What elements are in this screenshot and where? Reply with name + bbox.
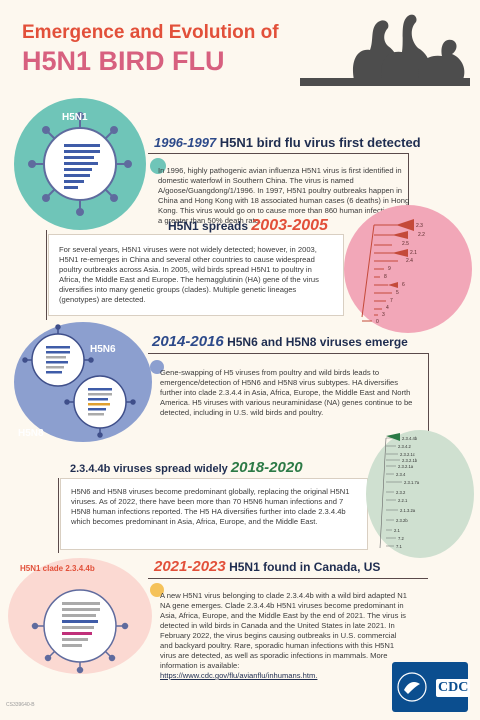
section-2018-heading: 2.3.4.4b viruses spread widely 2018-2020 — [70, 459, 303, 476]
virus-illustration-h5n1 — [14, 98, 146, 230]
tree-label: 2.5 — [402, 241, 409, 247]
section-2018-body: H5N6 and H5N8 viruses become predominant… — [71, 487, 350, 526]
hhs-eagle-icon — [397, 672, 427, 702]
tree-label: 2.4 — [406, 258, 413, 264]
section-2021-card: A new H5N1 virus belonging to clade 2.3.… — [152, 585, 416, 687]
timeline-segment — [148, 578, 428, 579]
tree-label: 8 — [384, 274, 387, 280]
document-code: CS339640-B — [6, 702, 35, 708]
phylogenetic-tree-2018: 2.3.4.4b 2.3.4.2 2.3.2.1c 2.3.2.1b 2.3.2… — [366, 430, 474, 558]
virus-illustration-clade-2344b — [8, 558, 152, 674]
virus-label-h5n1: H5N1 — [62, 112, 88, 123]
tree-label: 4 — [386, 305, 389, 311]
title-line-1: Emergence and Evolution of — [22, 22, 279, 43]
tree-label: 2.3.4.2 — [398, 444, 411, 449]
birds-base-bar — [300, 78, 470, 86]
timeline-segment — [58, 478, 59, 553]
timeline-segment — [408, 153, 409, 230]
section-2003-body: For several years, H5N1 viruses were not… — [59, 245, 319, 304]
tree-label: 0 — [376, 319, 379, 325]
tree-label: 2.2 — [418, 232, 425, 238]
title-line-2: H5N1 BIRD FLU — [22, 46, 225, 76]
cdc-logo-text: CDC — [436, 679, 471, 697]
section-1996-years: 1996-1997 — [154, 135, 217, 150]
section-2021-body: A new H5N1 virus belonging to clade 2.3.… — [160, 591, 407, 670]
section-2018-years: 2018-2020 — [230, 459, 303, 476]
tree-label: 3 — [382, 312, 385, 318]
section-2014-card: Gene-swapping of H5 viruses from poultry… — [152, 362, 424, 434]
section-2014-heading: 2014-2016 H5N6 and H5N8 viruses emerge — [152, 333, 408, 350]
timeline-segment — [46, 230, 47, 320]
tree-label: 2.3.2.1b — [402, 458, 418, 463]
virus-label-h5n8: H5N8 — [18, 428, 44, 439]
timeline-dot — [150, 583, 164, 597]
more-info-link[interactable]: https://www.cdc.gov/flu/avianflu/inhuman… — [160, 671, 318, 680]
tree-label: 2.3 — [416, 223, 423, 229]
tree-label: 2.1 — [394, 528, 400, 533]
virus-label-h5n6: H5N6 — [90, 344, 116, 355]
section-2003-card: For several years, H5N1 viruses were not… — [48, 234, 344, 316]
section-2003-years: 2003-2005 — [251, 217, 328, 234]
section-1996-body: In 1996, highly pathogenic avian influen… — [158, 166, 413, 225]
tree-label: 2.1.3.2a — [400, 508, 416, 513]
tree-label: 2.3.1.7a — [404, 480, 420, 485]
tree-label: 6 — [402, 282, 405, 288]
tree-label: 2.3.4.4b — [402, 436, 418, 441]
section-2018-card: H5N6 and H5N8 viruses become predominant… — [60, 478, 368, 550]
tree-label: 5 — [396, 290, 399, 296]
section-2018-title: 2.3.4.4b viruses spread widely — [70, 463, 228, 475]
section-1996-heading: 1996-1997 H5N1 bird flu virus first dete… — [154, 135, 421, 150]
section-2014-years: 2014-2016 — [152, 333, 224, 350]
section-2014-title: H5N6 and H5N8 viruses emerge — [227, 335, 408, 349]
tree-label: 2.3.2b — [396, 518, 408, 523]
virus-illustration-h5n6-h5n8 — [14, 322, 152, 442]
phylogenetic-tree-2003: 2.3 2.2 2.5 2.1 2.4 9 8 6 5 7 4 3 0 — [344, 205, 472, 333]
section-2014-body: Gene-swapping of H5 viruses from poultry… — [160, 368, 413, 417]
tree-label: 7 — [390, 298, 393, 304]
section-2021-title: H5N1 found in Canada, US — [229, 560, 381, 574]
birds-silhouette-icon — [352, 14, 465, 82]
tree-label: 2.1 — [410, 250, 417, 256]
timeline-dot — [150, 158, 166, 174]
tree-label: 7.2 — [398, 536, 404, 541]
timeline-dot — [150, 360, 164, 374]
section-2003-title: H5N1 spreads — [168, 219, 249, 233]
tree-label: 2.3.4 — [396, 472, 406, 477]
tree-label: 2.3.2.1c — [400, 452, 415, 457]
timeline-segment — [148, 153, 408, 154]
tree-label: 2.3.2 — [396, 490, 406, 495]
section-2003-heading: H5N1 spreads 2003-2005 — [168, 217, 328, 235]
timeline-segment — [428, 353, 429, 438]
timeline-segment — [148, 353, 428, 354]
tree-label: 7.1 — [396, 544, 402, 549]
section-1996-title: H5N1 bird flu virus first detected — [219, 135, 421, 150]
tree-label: 2.3.2.1a — [398, 464, 414, 469]
section-2021-years: 2021-2023 — [154, 558, 226, 575]
tree-label: 9 — [388, 266, 391, 272]
tree-label: 2.2.1 — [398, 498, 408, 503]
virus-label-clade-2344b: H5N1 clade 2.3.4.4b — [20, 564, 95, 573]
section-1996-card: In 1996, highly pathogenic avian influen… — [150, 160, 422, 232]
section-2021-heading: 2021-2023 H5N1 found in Canada, US — [154, 558, 380, 575]
